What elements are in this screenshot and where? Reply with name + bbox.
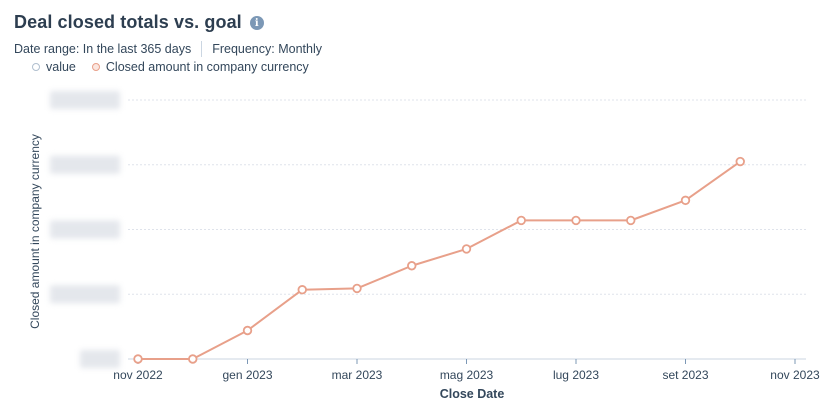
data-point (680, 195, 691, 206)
x-tick-label: mag 2023 (440, 368, 494, 382)
y-tick-label-obscured (80, 350, 120, 368)
x-tick-label: lug 2023 (553, 368, 599, 382)
legend-label: Closed amount in company currency (105, 60, 309, 74)
chart-title: Deal closed totals vs. goal (14, 12, 242, 32)
legend-item-value[interactable]: value (32, 60, 76, 74)
y-tick-label-obscured (50, 155, 120, 174)
chart-header: Deal closed totals vs. goal i Date range… (14, 12, 814, 57)
x-tick-label: nov 2023 (770, 368, 820, 382)
data-point (735, 156, 745, 167)
frequency-label: Frequency: Monthly (212, 42, 322, 56)
legend-label: value (46, 60, 76, 74)
info-icon[interactable]: i (249, 16, 264, 30)
data-point (461, 244, 472, 254)
data-point (626, 215, 636, 226)
data-point (571, 215, 581, 226)
y-axis-title: Closed amount in company currency (28, 134, 42, 329)
y-tick-label-obscured (50, 91, 120, 109)
data-point (516, 215, 526, 226)
y-tick-label-obscured (50, 285, 120, 304)
legend-swatch-icon (91, 63, 100, 71)
legend-item-closed-amount[interactable]: Closed amount in company currency (91, 60, 309, 74)
x-axis-title: Close Date (440, 387, 505, 401)
title-row: Deal closed totals vs. goal i (14, 12, 814, 33)
meta-divider (201, 41, 203, 57)
data-point (188, 354, 198, 364)
report-meta: Date range: In the last 365 days Frequen… (14, 41, 814, 57)
x-tick-label: mar 2023 (332, 368, 383, 382)
series-line (138, 160, 741, 360)
data-point (407, 261, 417, 271)
data-point (242, 325, 253, 336)
data-point (352, 283, 362, 294)
x-tick-label: nov 2022 (113, 368, 163, 382)
date-range-label: Date range: In the last 365 days (14, 42, 192, 56)
chart-legend: value Closed amount in company currency (32, 60, 309, 74)
x-tick-label: set 2023 (662, 368, 708, 382)
x-tick-label: gen 2023 (222, 368, 272, 382)
y-tick-label-obscured (50, 220, 120, 239)
data-point (297, 285, 307, 295)
legend-swatch-icon (32, 63, 40, 71)
data-point (133, 354, 143, 364)
